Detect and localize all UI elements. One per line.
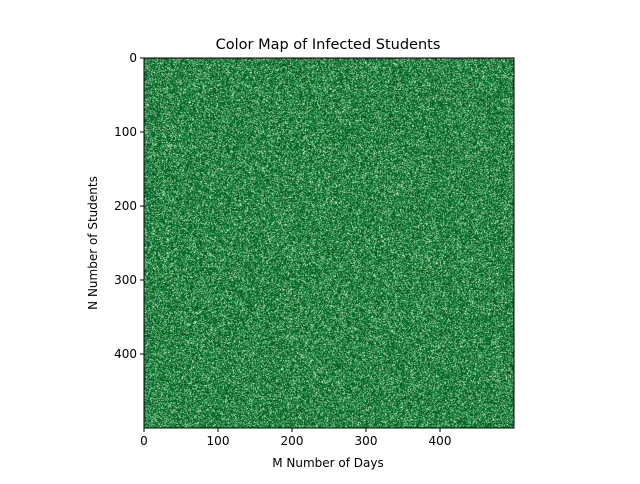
- x-axis: 0 100 200 300 400: [140, 428, 451, 448]
- x-tick-label: 400: [429, 434, 452, 448]
- x-tick-label: 100: [207, 434, 230, 448]
- y-axis: 0 100 200 300 400: [114, 51, 144, 361]
- x-tick-label: 0: [140, 434, 148, 448]
- x-axis-label: M Number of Days: [272, 456, 384, 470]
- y-tick-label: 400: [114, 347, 137, 361]
- plot-frame: [143, 57, 515, 429]
- y-tick-label: 100: [114, 125, 137, 139]
- y-tick-label: 0: [129, 51, 137, 65]
- chart-title: Color Map of Infected Students: [216, 37, 441, 53]
- y-tick-label: 200: [114, 199, 137, 213]
- heatmap-area: [143, 57, 515, 429]
- x-tick-label: 300: [355, 434, 378, 448]
- heatmap-cells: [144, 58, 514, 428]
- x-tick-label: 200: [281, 434, 304, 448]
- y-axis-label: N Number of Students: [86, 176, 100, 310]
- y-tick-label: 300: [114, 273, 137, 287]
